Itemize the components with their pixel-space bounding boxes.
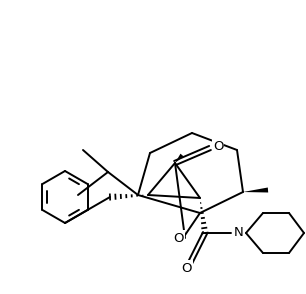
Polygon shape	[243, 188, 268, 193]
Text: O: O	[174, 231, 184, 245]
Text: O: O	[213, 141, 223, 153]
Text: N: N	[234, 226, 244, 240]
Polygon shape	[175, 154, 184, 163]
Text: O: O	[182, 261, 192, 275]
